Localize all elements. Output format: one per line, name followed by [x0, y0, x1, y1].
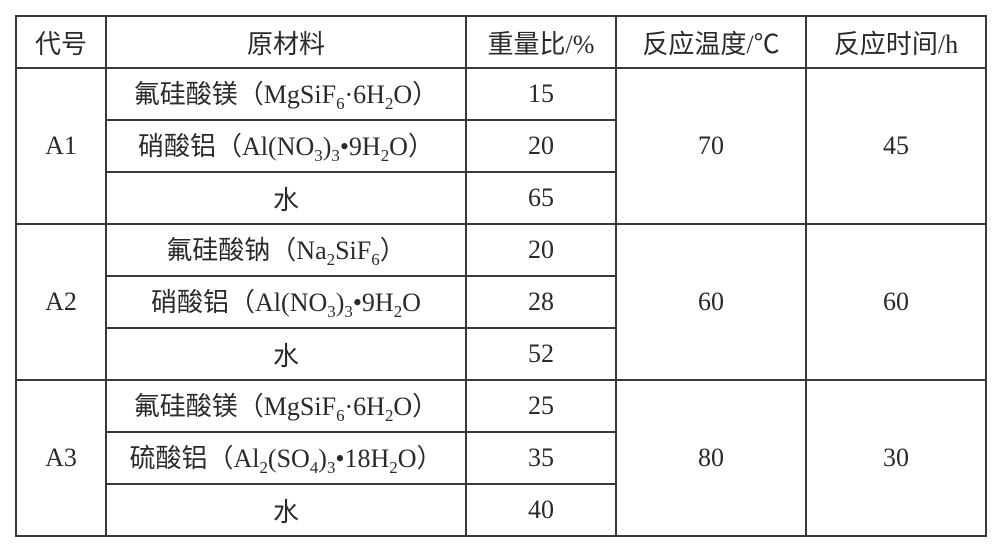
cell-weight: 35 — [466, 432, 616, 484]
cell-material: 水 — [106, 172, 466, 224]
cell-time: 45 — [806, 68, 986, 224]
reaction-table: 代号 原材料 重量比/% 反应温度/℃ 反应时间/h A1氟硅酸镁（MgSiF6… — [15, 15, 987, 537]
table-container: 代号 原材料 重量比/% 反应温度/℃ 反应时间/h A1氟硅酸镁（MgSiF6… — [15, 15, 985, 537]
cell-temp: 60 — [616, 224, 806, 380]
cell-material: 硝酸铝（Al(NO3)3•9H2O） — [106, 120, 466, 172]
cell-weight: 52 — [466, 328, 616, 380]
cell-material: 氟硅酸镁（MgSiF6·6H2O） — [106, 380, 466, 432]
cell-time: 60 — [806, 224, 986, 380]
cell-material: 水 — [106, 328, 466, 380]
cell-material: 硝酸铝（Al(NO3)3•9H2O — [106, 276, 466, 328]
table-body: A1氟硅酸镁（MgSiF6·6H2O）157045硝酸铝（Al(NO3)3•9H… — [16, 68, 986, 536]
table-header-row: 代号 原材料 重量比/% 反应温度/℃ 反应时间/h — [16, 16, 986, 68]
cell-weight: 40 — [466, 484, 616, 536]
cell-material: 硫酸铝（Al2(SO4)3•18H2O） — [106, 432, 466, 484]
header-temp: 反应温度/℃ — [616, 16, 806, 68]
cell-code: A2 — [16, 224, 106, 380]
header-material: 原材料 — [106, 16, 466, 68]
cell-material: 水 — [106, 484, 466, 536]
cell-weight: 15 — [466, 68, 616, 120]
table-row: A2氟硅酸钠（Na2SiF6）206060 — [16, 224, 986, 276]
cell-weight: 25 — [466, 380, 616, 432]
header-time: 反应时间/h — [806, 16, 986, 68]
cell-material: 氟硅酸钠（Na2SiF6） — [106, 224, 466, 276]
cell-weight: 65 — [466, 172, 616, 224]
cell-code: A1 — [16, 68, 106, 224]
cell-weight: 20 — [466, 120, 616, 172]
header-code: 代号 — [16, 16, 106, 68]
cell-temp: 70 — [616, 68, 806, 224]
cell-weight: 20 — [466, 224, 616, 276]
cell-weight: 28 — [466, 276, 616, 328]
cell-time: 30 — [806, 380, 986, 536]
header-weight: 重量比/% — [466, 16, 616, 68]
cell-temp: 80 — [616, 380, 806, 536]
table-row: A3氟硅酸镁（MgSiF6·6H2O）258030 — [16, 380, 986, 432]
cell-code: A3 — [16, 380, 106, 536]
table-row: A1氟硅酸镁（MgSiF6·6H2O）157045 — [16, 68, 986, 120]
cell-material: 氟硅酸镁（MgSiF6·6H2O） — [106, 68, 466, 120]
